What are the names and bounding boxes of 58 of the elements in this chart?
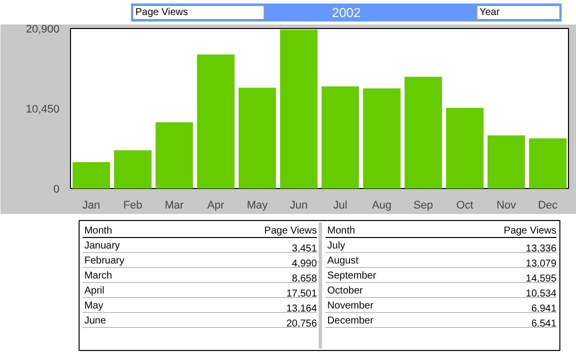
y-tick-label: 10,450 (26, 104, 60, 116)
x-tick-label: Jun (290, 200, 308, 212)
text: February (84, 256, 124, 266)
text: Page Views (264, 226, 317, 236)
x-tick-label: Sep (413, 200, 434, 212)
text: 13,164 (286, 304, 318, 314)
y-tick-label: 20,900 (26, 24, 60, 36)
text: 6,541 (531, 318, 557, 330)
y-tick-label: 0 (53, 184, 60, 196)
text: 10,534 (526, 288, 557, 300)
text: 8,658 (292, 274, 318, 284)
bar (529, 138, 566, 188)
text: Month (327, 226, 356, 236)
x-tick-label: May (246, 200, 268, 212)
text: 6,941 (531, 304, 557, 314)
text: Month (84, 226, 112, 236)
text: 4,990 (292, 258, 318, 270)
text: October (327, 286, 364, 296)
x-tick-label: Jan (82, 200, 100, 212)
text: April (84, 286, 104, 296)
x-tick-label: Feb (123, 200, 142, 212)
text: March (84, 270, 112, 282)
text: 13,079 (526, 258, 557, 270)
x-tick-label: Aug (372, 200, 392, 212)
x-tick-label: Jul (333, 200, 348, 212)
text: 13,336 (526, 244, 557, 254)
text: 17,501 (286, 288, 318, 300)
text: July (327, 240, 346, 252)
x-tick-label: Mar (164, 200, 184, 212)
x-tick-label: Apr (207, 200, 225, 212)
text: September (327, 270, 377, 282)
bar (322, 86, 359, 188)
text: December (327, 316, 374, 326)
bar (197, 54, 234, 188)
text: Page Views (135, 7, 188, 18)
bar (280, 30, 318, 188)
x-tick-label: Oct (456, 200, 474, 212)
text: 20,756 (286, 318, 318, 330)
bar (156, 122, 193, 188)
text: 3,451 (292, 244, 318, 254)
x-tick-label: Nov (496, 200, 517, 212)
bar (488, 135, 525, 188)
text: Page Views (504, 226, 556, 236)
bar (72, 162, 110, 188)
bar (446, 108, 484, 188)
text: June (84, 316, 106, 326)
bar (114, 150, 152, 188)
text: Year (479, 7, 500, 18)
text: May (84, 300, 104, 312)
text: August (327, 256, 359, 266)
chart-title: 2002 (332, 5, 361, 20)
text: November (327, 300, 374, 312)
text: 14,595 (526, 274, 557, 284)
bar (404, 76, 442, 188)
bar (363, 88, 400, 188)
bar (238, 88, 276, 188)
text: January (84, 240, 120, 252)
x-tick-label: Dec (538, 200, 558, 212)
